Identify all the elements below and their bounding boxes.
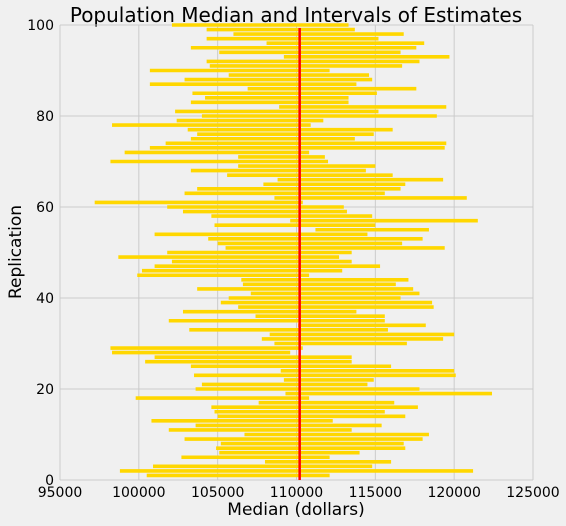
chart-title: Population Median and Intervals of Estim… [70,3,522,27]
plot-area [59,23,534,481]
x-tick-label: 120000 [427,485,480,501]
x-tick-label: 115000 [349,485,402,501]
y-tick-label: 40 [36,291,54,307]
x-tick-label: 95000 [38,485,83,501]
x-axis-ticks: 95000 100000 105000 110000 115000 120000 12500… [38,485,560,501]
y-tick-label: 0 [45,473,54,489]
x-tick-label: 110000 [270,485,323,501]
y-axis-ticks: 0 20 40 60 80 100 [27,18,54,489]
x-tick-label: 125000 [506,485,559,501]
interval-bars [94,23,493,478]
y-tick-label: 60 [36,200,54,216]
y-tick-label: 80 [36,109,54,125]
y-axis-label: Replication [6,205,26,299]
y-tick-label: 20 [36,382,54,398]
x-axis-label: Median (dollars) [227,500,364,520]
x-tick-label: 100000 [112,485,165,501]
y-tick-label: 100 [27,18,54,34]
x-tick-label: 105000 [191,485,244,501]
